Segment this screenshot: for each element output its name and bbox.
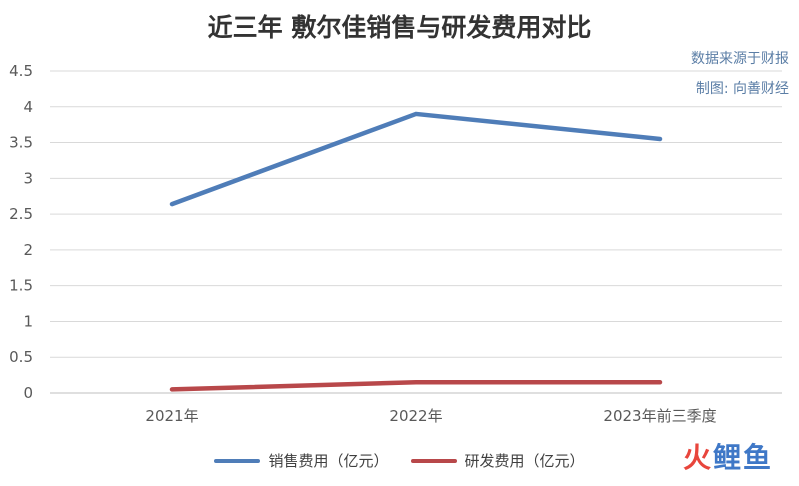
y-tick-label: 1 [23, 312, 33, 330]
y-tick-label: 1.5 [9, 277, 33, 295]
source-note: 数据来源于财报 [691, 51, 789, 67]
watermark-part-a: 火 [682, 441, 713, 474]
y-tick-label: 4 [23, 98, 33, 116]
y-tick-label: 2.5 [9, 205, 33, 223]
y-tick-label: 3.5 [9, 134, 33, 152]
series-line-rd [169, 380, 663, 392]
y-tick-label: 4.5 [9, 62, 33, 80]
watermark-logo: 火鲤鱼 [683, 436, 773, 476]
legend: 销售费用（亿元） 研发费用（亿元） [0, 450, 799, 471]
series-line-sales [169, 111, 663, 207]
y-tick-label: 2 [23, 241, 33, 259]
x-tick-label: 2021年 [145, 407, 198, 425]
legend-label-rd: 研发费用（亿元） [464, 452, 585, 470]
legend-item-sales: 销售费用（亿元） [214, 450, 389, 471]
y-tick-label: 0.5 [9, 348, 33, 366]
legend-label-sales: 销售费用（亿元） [268, 452, 389, 470]
y-tick-label: 3 [23, 169, 33, 187]
x-tick-label: 2023年前三季度 [603, 407, 716, 425]
chart-title: 近三年 敷尔佳销售与研发费用对比 [207, 13, 592, 42]
legend-swatch-sales [214, 458, 261, 463]
x-tick-label: 2022年 [389, 407, 442, 425]
author-note: 制图: 向善财经 [695, 81, 789, 97]
legend-swatch-rd [410, 458, 457, 463]
legend-item-rd: 研发费用（亿元） [410, 450, 585, 471]
y-tick-label: 0 [23, 384, 33, 402]
watermark-part-b: 鲤鱼 [712, 441, 773, 474]
